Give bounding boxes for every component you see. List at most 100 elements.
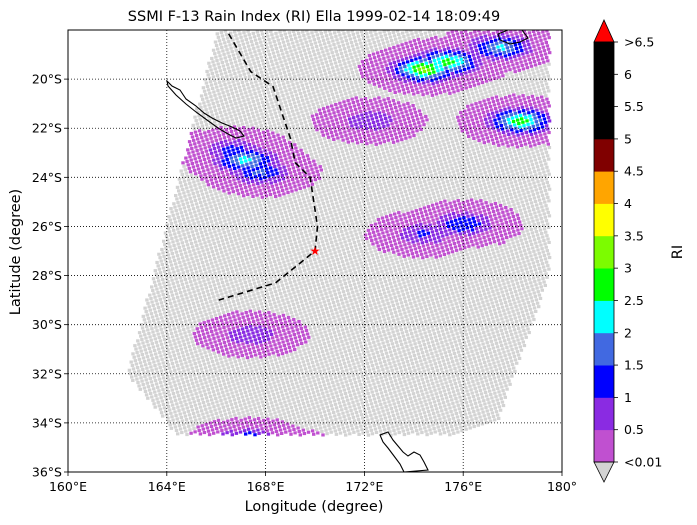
swath-pixel (305, 275, 309, 279)
swath-pixel (299, 258, 303, 262)
swath-pixel (224, 86, 228, 90)
swath-pixel (181, 324, 185, 328)
swath-pixel (352, 226, 356, 230)
swath-pixel (196, 167, 201, 171)
swath-pixel (217, 119, 221, 123)
swath-pixel (352, 252, 356, 256)
swath-pixel (185, 323, 189, 327)
swath-pixel (255, 220, 259, 224)
swath-pixel (291, 219, 295, 223)
swath-pixel (244, 91, 248, 95)
swath-pixel (213, 355, 218, 359)
swath-pixel (278, 330, 282, 334)
swath-pixel (237, 263, 242, 267)
swath-pixel (313, 424, 318, 428)
swath-pixel (275, 130, 279, 134)
swath-pixel (300, 137, 304, 141)
swath-pixel (291, 246, 295, 250)
swath-pixel (240, 395, 245, 399)
swath-pixel (244, 364, 248, 368)
swath-pixel (260, 195, 264, 199)
swath-pixel (215, 415, 220, 419)
swath-pixel (247, 184, 252, 188)
swath-pixel (260, 70, 264, 74)
swath-pixel (196, 205, 200, 209)
swath-pixel (218, 69, 223, 73)
swath-pixel (238, 252, 242, 256)
swath-pixel (356, 376, 361, 380)
swath-pixel (342, 415, 346, 419)
swath-pixel (274, 293, 279, 297)
swath-pixel (289, 269, 293, 273)
swath-pixel (191, 381, 195, 385)
swath-pixel (223, 344, 228, 348)
swath-pixel (302, 322, 306, 326)
swath-pixel (316, 105, 321, 109)
swath-pixel (193, 430, 197, 434)
swath-pixel (317, 313, 322, 317)
swath-pixel (248, 131, 252, 135)
swath-pixel (376, 354, 381, 358)
swath-pixel (246, 113, 251, 117)
swath-pixel (227, 81, 231, 85)
swath-pixel (351, 222, 355, 226)
swath-pixel (337, 359, 342, 363)
swath-pixel (266, 91, 271, 95)
swath-pixel (157, 321, 161, 325)
swath-pixel (303, 298, 308, 302)
swath-pixel (195, 217, 199, 221)
swath-pixel (375, 377, 379, 381)
swath-pixel (363, 381, 367, 385)
swath-pixel (245, 299, 249, 303)
swath-pixel (162, 406, 167, 410)
swath-pixel (326, 257, 330, 261)
swath-pixel (136, 381, 140, 385)
swath-pixel (341, 411, 345, 415)
swath-pixel (293, 116, 297, 120)
swath-pixel (326, 340, 331, 344)
swath-pixel (317, 423, 322, 427)
swath-pixel (237, 370, 241, 374)
swath-pixel (278, 45, 283, 49)
swath-pixel (285, 51, 289, 55)
swath-pixel (171, 282, 175, 286)
swath-pixel (253, 76, 257, 80)
swath-pixel (395, 355, 399, 359)
swath-pixel (276, 65, 280, 69)
swath-pixel (302, 295, 307, 299)
swath-pixel (376, 366, 380, 370)
swath-pixel (173, 205, 177, 209)
swath-pixel (305, 302, 309, 306)
swath-pixel (326, 215, 330, 219)
swath-pixel (243, 322, 248, 326)
swath-pixel (289, 337, 293, 341)
swath-pixel (379, 308, 383, 312)
swath-pixel (261, 130, 266, 134)
swath-pixel (192, 317, 196, 321)
swath-pixel (353, 297, 357, 301)
swath-pixel (281, 218, 286, 222)
swath-pixel (214, 275, 218, 279)
swath-pixel (259, 260, 263, 264)
swath-pixel (268, 287, 272, 291)
swath-pixel (321, 270, 325, 274)
swath-pixel (385, 423, 390, 427)
swath-pixel (348, 420, 353, 424)
swath-pixel (264, 425, 268, 429)
swath-pixel (302, 158, 307, 162)
swath-pixel (287, 152, 291, 156)
swath-pixel (270, 184, 274, 188)
swath-pixel (300, 152, 304, 156)
swath-pixel (252, 213, 257, 217)
swath-pixel (267, 299, 272, 303)
swath-pixel (285, 134, 289, 138)
swath-pixel (227, 39, 231, 43)
swath-pixel (261, 294, 265, 298)
swath-pixel (336, 273, 340, 277)
swath-pixel (279, 348, 283, 352)
swath-pixel (322, 258, 326, 262)
swath-pixel (389, 433, 393, 437)
swath-pixel (194, 407, 199, 411)
swath-pixel (352, 335, 356, 339)
swath-pixel (320, 281, 325, 285)
